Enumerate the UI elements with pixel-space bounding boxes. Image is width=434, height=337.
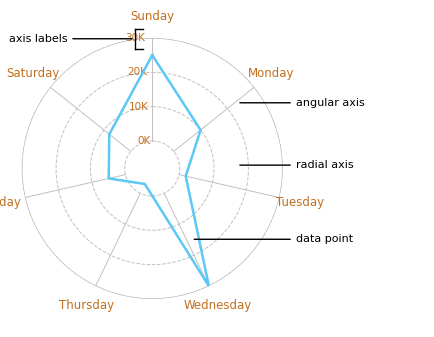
Text: 30K: 30K	[125, 33, 145, 43]
Text: radial axis: radial axis	[239, 160, 352, 170]
Text: axis labels: axis labels	[9, 34, 132, 44]
Text: 20K: 20K	[127, 67, 147, 78]
Text: 0K: 0K	[137, 136, 151, 146]
Text: 10K: 10K	[129, 102, 149, 112]
Text: angular axis: angular axis	[239, 98, 364, 108]
Text: data point: data point	[194, 234, 352, 244]
